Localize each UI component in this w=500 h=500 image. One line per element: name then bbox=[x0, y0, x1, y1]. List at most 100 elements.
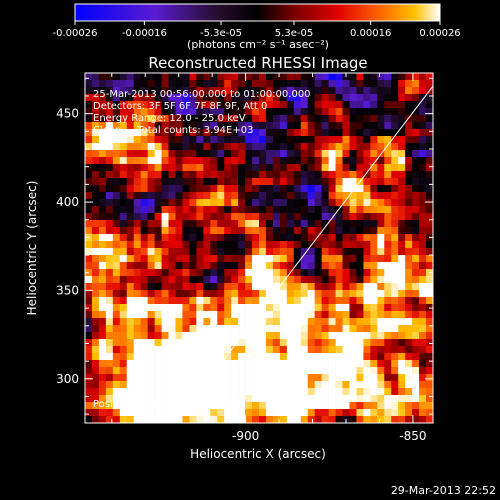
heatmap-cell bbox=[224, 150, 232, 158]
heatmap-cell bbox=[98, 122, 107, 130]
heatmap-cell bbox=[265, 178, 274, 186]
heatmap-cell bbox=[98, 248, 107, 256]
heatmap-cell bbox=[265, 290, 274, 298]
heatmap-cell bbox=[356, 416, 364, 423]
heatmap-cell bbox=[286, 339, 295, 347]
heatmap-cell bbox=[231, 374, 239, 382]
heatmap-cell bbox=[363, 395, 371, 403]
heatmap-cell bbox=[356, 80, 364, 88]
heatmap-cell bbox=[140, 234, 148, 242]
heatmap-cell bbox=[126, 136, 135, 144]
heatmap-cell bbox=[85, 402, 93, 410]
heatmap-cell bbox=[98, 353, 107, 361]
heatmap-cell bbox=[293, 416, 302, 423]
heatmap-cell bbox=[405, 143, 413, 151]
heatmap-cell bbox=[412, 311, 420, 319]
heatmap-cell bbox=[91, 136, 100, 144]
heatmap-cell bbox=[314, 227, 322, 235]
heatmap-cell bbox=[384, 311, 392, 319]
heatmap-cell bbox=[405, 227, 413, 235]
solar-limb-line bbox=[174, 85, 433, 423]
heatmap-cell bbox=[398, 395, 406, 403]
heatmap-cell bbox=[105, 178, 114, 186]
heatmap-cell bbox=[126, 262, 135, 270]
heatmap-cell bbox=[398, 311, 406, 319]
heatmap-cell bbox=[112, 283, 121, 291]
heatmap-cell bbox=[342, 409, 350, 417]
heatmap-cell bbox=[98, 276, 107, 284]
heatmap-cell bbox=[272, 150, 281, 158]
heatmap-cell bbox=[405, 136, 413, 144]
heatmap-cell bbox=[356, 409, 364, 417]
heatmap-cell bbox=[126, 185, 135, 193]
heatmap-cell bbox=[307, 192, 315, 200]
heatmap-cell bbox=[161, 325, 169, 333]
heatmap-cell bbox=[356, 241, 364, 249]
heatmap-cell bbox=[133, 206, 141, 214]
heatmap-cell bbox=[140, 416, 148, 423]
heatmap-cell bbox=[377, 80, 385, 88]
heatmap-cell bbox=[154, 192, 162, 200]
heatmap-cell bbox=[91, 213, 100, 221]
heatmap-cell bbox=[377, 234, 385, 242]
heatmap-cell bbox=[238, 248, 246, 256]
heatmap-cell bbox=[314, 248, 322, 256]
heatmap-cell bbox=[210, 311, 218, 319]
heatmap-cell bbox=[91, 339, 100, 347]
heatmap-cell bbox=[279, 402, 288, 410]
heatmap-cell bbox=[419, 360, 427, 368]
heatmap-cell bbox=[370, 367, 378, 375]
heatmap-cell bbox=[112, 136, 121, 144]
heatmap-cell bbox=[231, 136, 239, 144]
heatmap-cell bbox=[133, 402, 141, 410]
heatmap-cell bbox=[356, 318, 364, 326]
heatmap-cell bbox=[217, 101, 225, 109]
heatmap-cell bbox=[189, 178, 197, 186]
heatmap-cell bbox=[252, 73, 260, 81]
heatmap-cell bbox=[252, 360, 260, 368]
heatmap-cell bbox=[307, 409, 315, 417]
heatmap-cell bbox=[293, 108, 302, 116]
heatmap-cell bbox=[245, 73, 253, 81]
heatmap-cell bbox=[91, 290, 100, 298]
heatmap-cell bbox=[105, 234, 114, 242]
heatmap-cell bbox=[419, 101, 427, 109]
heatmap-cell bbox=[238, 367, 246, 375]
heatmap-cell bbox=[105, 80, 114, 88]
heatmap-cell bbox=[203, 395, 211, 403]
heatmap-cell bbox=[224, 157, 232, 165]
heatmap-cell bbox=[259, 241, 267, 249]
heatmap-cell bbox=[175, 206, 183, 214]
heatmap-cell bbox=[105, 346, 114, 354]
heatmap-cell bbox=[154, 269, 162, 277]
heatmap-cell bbox=[307, 395, 315, 403]
heatmap-cell bbox=[112, 311, 121, 319]
heatmap-cell bbox=[405, 220, 413, 228]
heatmap-cell bbox=[154, 395, 162, 403]
heatmap-cell bbox=[91, 395, 100, 403]
heatmap-cell bbox=[314, 136, 322, 144]
heatmap-cell bbox=[175, 367, 183, 375]
heatmap-cell bbox=[147, 367, 155, 375]
heatmap-cell bbox=[189, 276, 197, 284]
heatmap-cell bbox=[384, 80, 392, 88]
heatmap-cell bbox=[189, 143, 197, 151]
heatmap-cell bbox=[112, 94, 121, 102]
heatmap-cell bbox=[119, 241, 128, 249]
heatmap-cell bbox=[140, 213, 148, 221]
heatmap-cell bbox=[314, 157, 322, 165]
heatmap-cell bbox=[196, 353, 204, 361]
heatmap-cell bbox=[112, 262, 121, 270]
heatmap-cell bbox=[293, 304, 302, 312]
heatmap-cell bbox=[426, 94, 433, 102]
heatmap-cell bbox=[133, 143, 141, 151]
heatmap-cell bbox=[426, 73, 433, 81]
heatmap-cell bbox=[279, 164, 288, 172]
heatmap-cell bbox=[154, 115, 162, 123]
heatmap-cell bbox=[91, 220, 100, 228]
heatmap-cell bbox=[105, 185, 114, 193]
heatmap-cell bbox=[182, 101, 190, 109]
heatmap-cell bbox=[419, 206, 427, 214]
heatmap-cell bbox=[370, 178, 378, 186]
heatmap-cell bbox=[412, 136, 420, 144]
